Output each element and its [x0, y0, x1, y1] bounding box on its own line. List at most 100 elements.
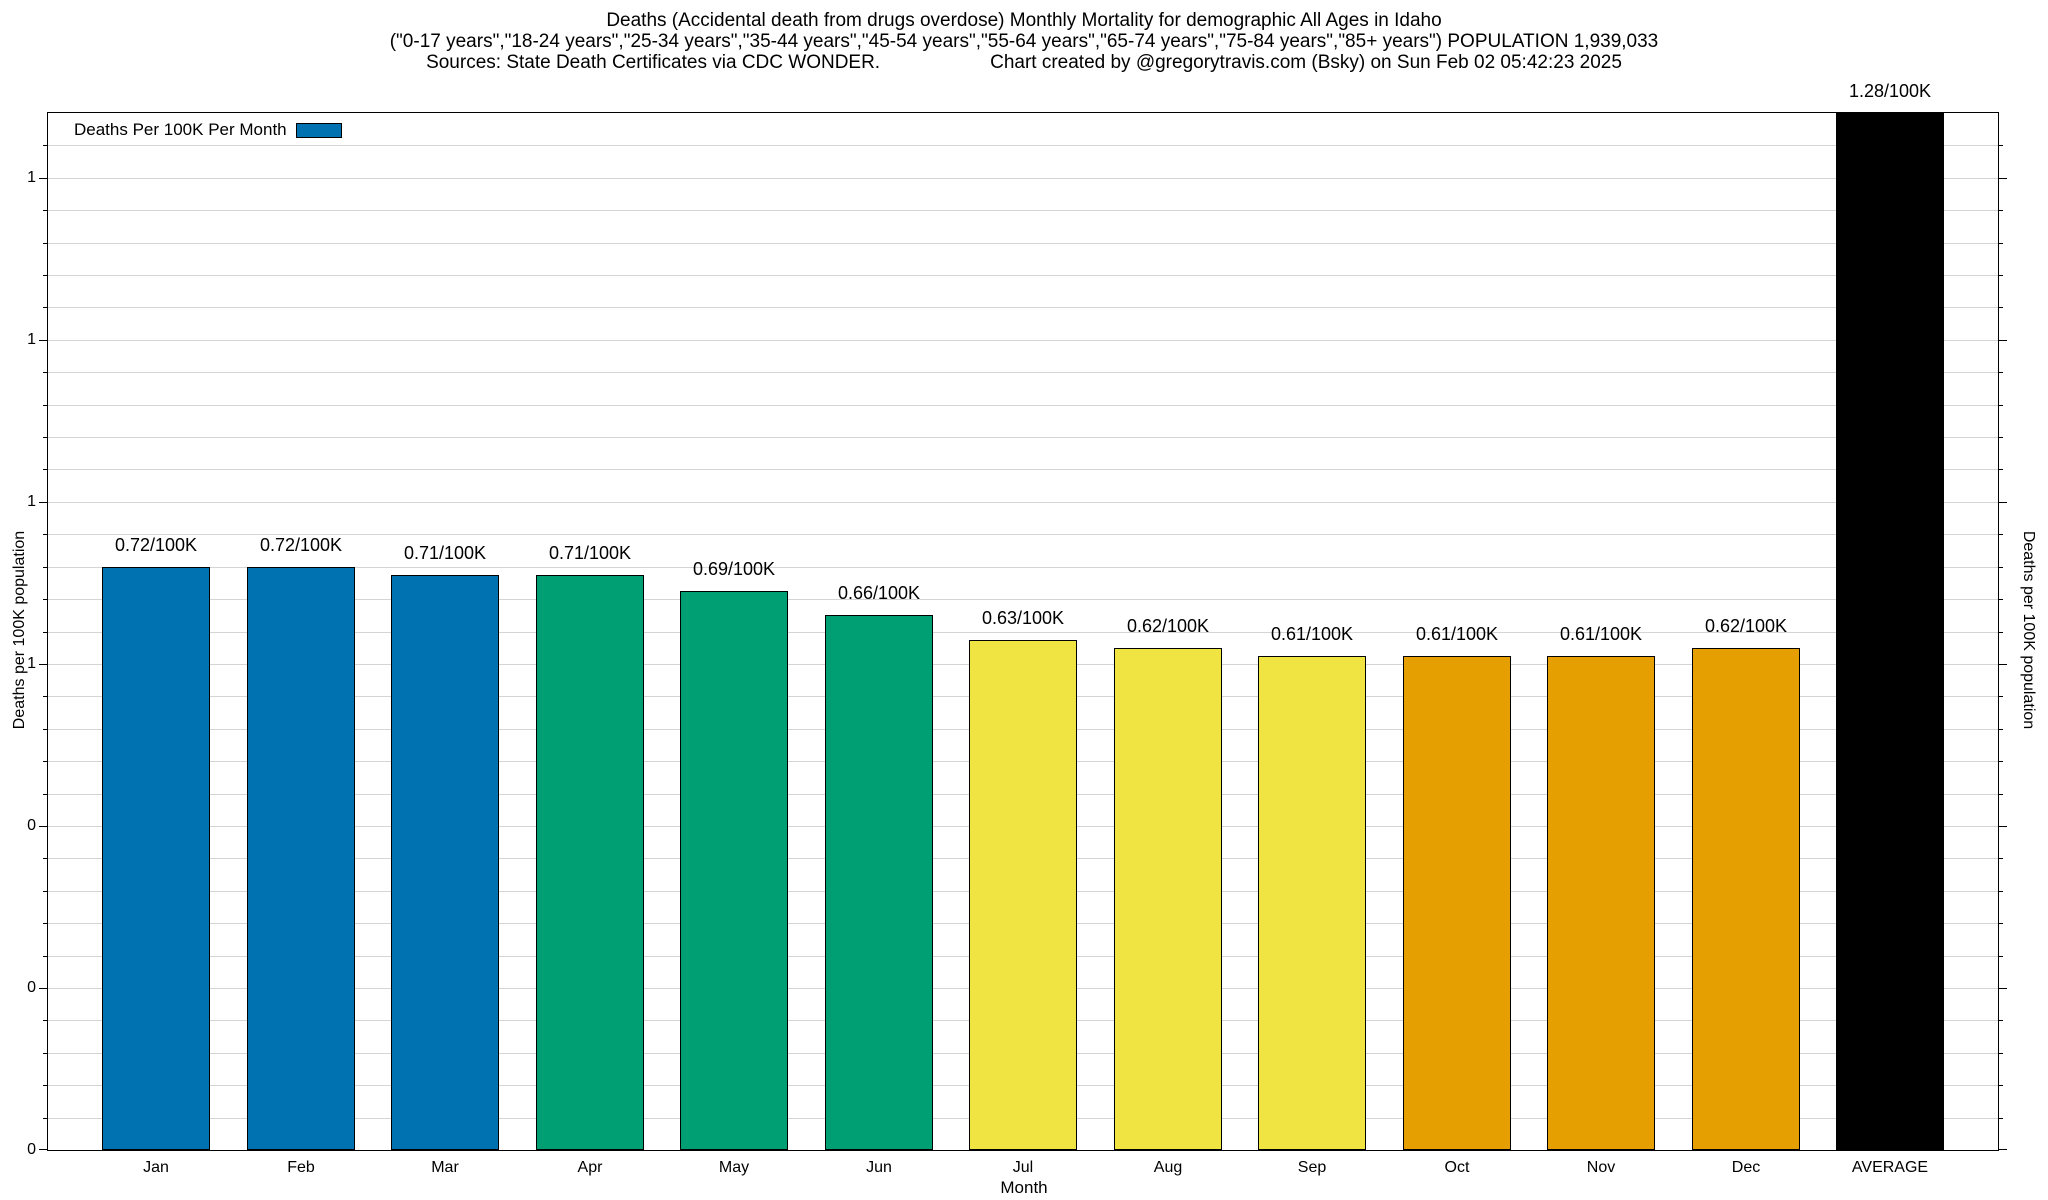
tick-mark — [43, 567, 48, 568]
gridline — [48, 210, 1998, 211]
tick-mark — [1998, 858, 2003, 859]
tick-mark — [1998, 372, 2003, 373]
tick-mark — [1998, 794, 2003, 795]
y-axis-label-left: Deaths per 100K population — [11, 530, 28, 730]
bar — [969, 640, 1077, 1150]
bar-value-label: 0.61/100K — [1559, 624, 1643, 644]
tick-mark — [1998, 437, 2003, 438]
x-tick-label: Nov — [1586, 1159, 1616, 1176]
bar-value-label: 1.28/100K — [1848, 81, 1932, 101]
gridline — [48, 275, 1998, 276]
tick-mark — [43, 1020, 48, 1021]
tick-mark — [43, 599, 48, 600]
tick-mark — [1998, 275, 2003, 276]
x-tick-label: Apr — [577, 1159, 603, 1176]
tick-mark — [1998, 599, 2003, 600]
x-tick-label: AVERAGE — [1851, 1159, 1929, 1176]
bar-value-label: 0.61/100K — [1415, 624, 1499, 644]
tick-mark — [39, 664, 48, 665]
tick-mark — [39, 178, 48, 179]
tick-mark — [1998, 761, 2003, 762]
tick-mark — [43, 632, 48, 633]
bar — [536, 575, 644, 1150]
x-tick-label: Feb — [287, 1159, 315, 1176]
y-tick-label: 1 — [27, 493, 36, 510]
x-tick-label: Mar — [431, 1159, 459, 1176]
bar — [825, 615, 933, 1150]
bar — [680, 591, 788, 1150]
bar-value-label: 0.62/100K — [1704, 616, 1788, 636]
legend-swatch — [295, 122, 342, 138]
x-tick-label: Sep — [1297, 1159, 1327, 1176]
tick-mark — [43, 891, 48, 892]
tick-mark — [43, 243, 48, 244]
tick-mark — [43, 534, 48, 535]
chart-sources: Sources: State Death Certificates via CD… — [426, 52, 881, 73]
tick-mark — [1998, 956, 2003, 957]
bar-value-label: 0.63/100K — [981, 608, 1065, 628]
bar — [1114, 648, 1222, 1150]
tick-mark — [43, 372, 48, 373]
tick-mark — [1998, 1118, 2003, 1119]
bar-value-label: 0.72/100K — [259, 535, 343, 555]
x-tick-label: Oct — [1444, 1159, 1470, 1176]
bar — [1836, 113, 1944, 1150]
tick-mark — [43, 307, 48, 308]
bar-value-label: 0.66/100K — [837, 583, 921, 603]
tick-mark — [43, 1053, 48, 1054]
tick-mark — [1998, 632, 2003, 633]
gridline — [48, 340, 1998, 341]
x-tick-label: May — [718, 1159, 750, 1176]
tick-mark — [1998, 534, 2003, 535]
gridline — [48, 469, 1998, 470]
y-tick-label: 0 — [27, 979, 36, 996]
tick-mark — [43, 696, 48, 697]
y-tick-label: 0 — [27, 1141, 36, 1158]
tick-mark — [1998, 826, 2007, 827]
tick-mark — [43, 956, 48, 957]
title-block: Deaths (Accidental death from drugs over… — [0, 10, 2048, 73]
x-tick-label: Dec — [1731, 1159, 1761, 1176]
tick-mark — [1998, 988, 2007, 989]
tick-mark — [39, 826, 48, 827]
tick-mark — [1998, 469, 2003, 470]
bar — [1547, 656, 1655, 1150]
x-tick-label: Jan — [143, 1159, 169, 1176]
gridline — [48, 567, 1998, 568]
bar — [1692, 648, 1800, 1150]
gridline — [48, 372, 1998, 373]
bar-value-label: 0.69/100K — [692, 559, 776, 579]
tick-mark — [43, 275, 48, 276]
tick-mark — [1998, 696, 2003, 697]
tick-mark — [43, 437, 48, 438]
tick-mark — [43, 145, 48, 146]
chart-source-line: Sources: State Death Certificates via CD… — [0, 52, 2048, 73]
chart-credit: Chart created by @gregorytravis.com (Bsk… — [990, 52, 1622, 73]
chart-title: Deaths (Accidental death from drugs over… — [606, 10, 1442, 31]
tick-mark — [39, 502, 48, 503]
tick-mark — [43, 469, 48, 470]
bar-value-label: 0.62/100K — [1126, 616, 1210, 636]
y-axis-label-right: Deaths per 100K population — [2020, 530, 2037, 730]
tick-mark — [39, 988, 48, 989]
tick-mark — [1998, 243, 2003, 244]
y-tick-label: 1 — [27, 655, 36, 672]
tick-mark — [43, 1085, 48, 1086]
gridline — [48, 502, 1998, 503]
tick-mark — [1998, 340, 2007, 341]
y-tick-label: 1 — [27, 331, 36, 348]
gridline — [48, 145, 1998, 146]
bar — [1258, 656, 1366, 1150]
gridline — [48, 405, 1998, 406]
tick-mark — [1998, 145, 2003, 146]
x-tick-label: Aug — [1153, 1159, 1183, 1176]
legend-label: Deaths Per 100K Per Month — [74, 120, 287, 139]
gridline — [48, 632, 1998, 633]
tick-mark — [1998, 307, 2003, 308]
tick-mark — [1998, 1020, 2003, 1021]
bar-value-label: 0.72/100K — [114, 535, 198, 555]
tick-mark — [43, 729, 48, 730]
bar-value-label: 0.61/100K — [1270, 624, 1354, 644]
bar-value-label: 0.71/100K — [403, 543, 487, 563]
y-tick-label: 1 — [27, 169, 36, 186]
